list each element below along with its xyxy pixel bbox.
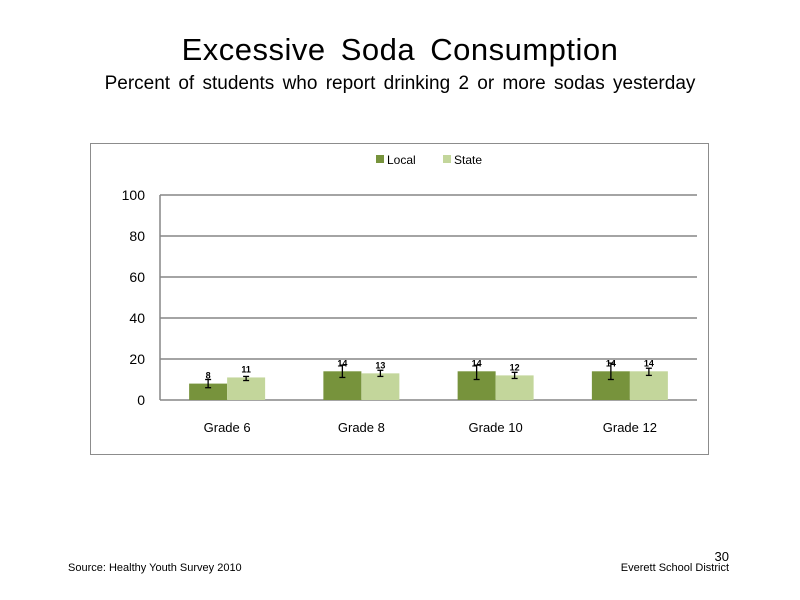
legend-label-state: State [454, 153, 482, 167]
bar-state [227, 377, 266, 400]
y-tick-label: 100 [122, 187, 146, 203]
data-label: 12 [510, 362, 520, 372]
data-label: 8 [206, 371, 211, 381]
organization-name: Everett School District [620, 562, 729, 574]
legend-swatch-state [443, 155, 451, 163]
y-tick-label: 80 [129, 228, 145, 244]
bar-local [189, 383, 228, 400]
data-label: 14 [644, 358, 654, 368]
y-tick-label: 20 [129, 351, 145, 367]
page-number: 30 [714, 549, 729, 564]
bar-state [629, 371, 668, 400]
x-tick-label: Grade 6 [204, 420, 251, 435]
chart-subtitle: Percent of students who report drinking … [104, 73, 696, 94]
data-label: 14 [472, 358, 482, 368]
bar-state [495, 375, 534, 400]
chart-title: Excessive Soda Consumption [181, 32, 619, 67]
legend-swatch-local [376, 155, 384, 163]
x-tick-label: Grade 8 [338, 420, 385, 435]
y-tick-label: 40 [129, 310, 145, 326]
data-label: 13 [375, 360, 385, 370]
y-tick-label: 0 [137, 392, 145, 408]
x-tick-label: Grade 10 [469, 420, 523, 435]
legend-label-local: Local [387, 153, 416, 167]
bar-state [361, 373, 400, 400]
data-label: 14 [606, 358, 616, 368]
data-label: 14 [337, 358, 347, 368]
x-tick-label: Grade 12 [603, 420, 657, 435]
source-note: Source: Healthy Youth Survey 2010 [68, 562, 242, 574]
data-label: 11 [241, 364, 251, 374]
y-tick-label: 60 [129, 269, 145, 285]
